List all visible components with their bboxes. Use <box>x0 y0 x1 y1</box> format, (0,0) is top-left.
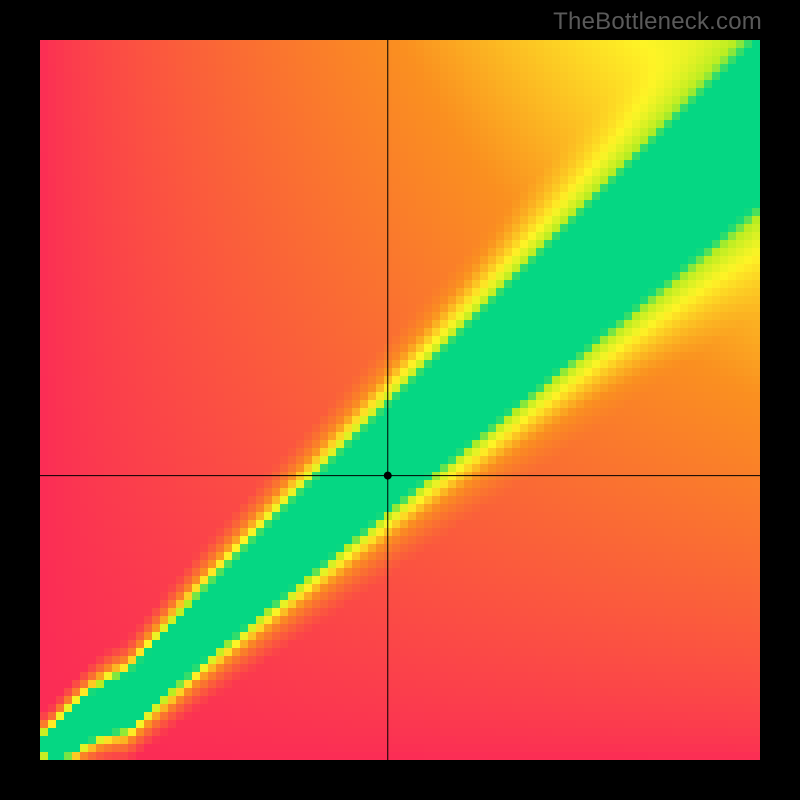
watermark-text: TheBottleneck.com <box>553 8 762 36</box>
chart-container: TheBottleneck.com <box>0 0 800 800</box>
plot-area <box>40 40 760 760</box>
heatmap-canvas <box>40 40 760 760</box>
